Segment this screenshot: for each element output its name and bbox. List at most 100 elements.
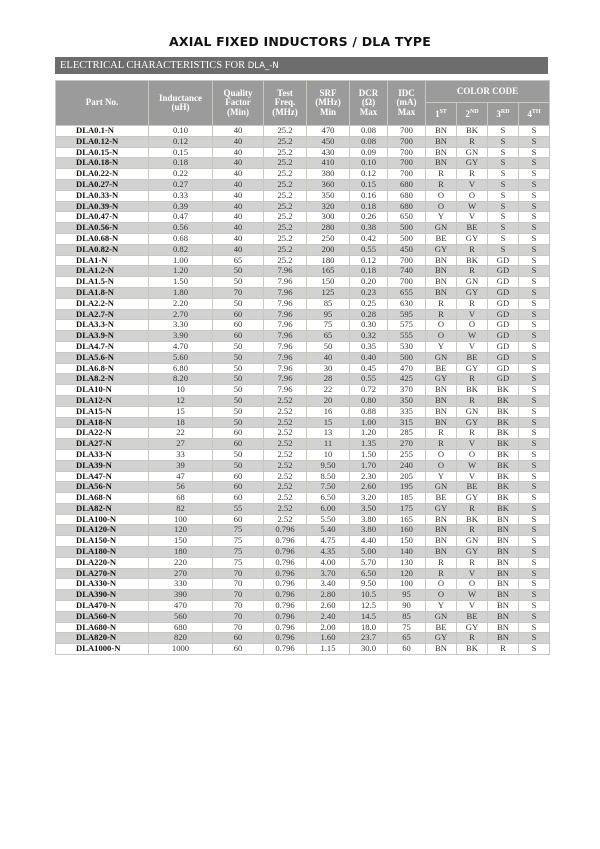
cell-quality-factor: 60: [213, 471, 263, 482]
cell-quality-factor: 75: [213, 546, 263, 557]
cell-band-3: BN: [488, 568, 518, 579]
cell-inductance: 1000: [149, 643, 212, 655]
cell-dcr: 0.08: [350, 125, 387, 136]
cell-band-2: V: [457, 341, 487, 352]
cell-idc: 285: [388, 428, 425, 439]
header-srf: SRF (MHz) Min: [307, 81, 349, 125]
cell-inductance: 270: [149, 568, 212, 579]
cell-band-2: GY: [457, 492, 487, 503]
cell-band-2: GN: [457, 147, 487, 158]
cell-part-no: DLA3.9-N: [56, 330, 148, 341]
cell-srf: 200: [307, 244, 349, 255]
cell-srf: 360: [307, 179, 349, 190]
cell-band-3: BN: [488, 611, 518, 622]
cell-quality-factor: 40: [213, 179, 263, 190]
cell-band-4: S: [519, 535, 550, 547]
cell-test-freq: 2.52: [264, 471, 306, 482]
table-row: DLA1.2-N 1.20 50 7.96 165 0.18 740 BN R GD S: [56, 266, 550, 277]
cell-quality-factor: 40: [213, 158, 263, 169]
cell-idc: 130: [388, 557, 425, 568]
cell-part-no: DLA270-N: [56, 568, 148, 579]
table-row: DLA82-N 82 55 2.52 6.00 3.50 175 GY R BK S: [56, 503, 550, 514]
cell-dcr: 14.5: [350, 611, 387, 622]
cell-quality-factor: 40: [213, 244, 263, 255]
cell-dcr: 5.70: [350, 557, 387, 568]
cell-part-no: DLA0.82-N: [56, 244, 148, 255]
cell-band-3: BN: [488, 535, 518, 547]
cell-inductance: 33: [149, 449, 212, 460]
cell-dcr: 23.7: [350, 633, 387, 644]
cell-inductance: 120: [149, 525, 212, 536]
cell-quality-factor: 60: [213, 330, 263, 341]
cell-quality-factor: 40: [213, 136, 263, 147]
cell-band-2: R: [457, 168, 487, 179]
cell-dcr: 10.5: [350, 589, 387, 601]
cell-band-3: BN: [488, 546, 518, 557]
cell-band-4: S: [519, 190, 550, 201]
cell-quality-factor: 50: [213, 460, 263, 471]
table-body: DLA0.1-N 0.10 40 25.2 470 0.08 700 BN BK S S DLA0.1…: [56, 125, 550, 655]
cell-part-no: DLA33-N: [56, 449, 148, 460]
cell-test-freq: 2.52: [264, 503, 306, 514]
cell-dcr: 0.16: [350, 190, 387, 201]
cell-test-freq: 25.2: [264, 136, 306, 147]
cell-band-4: S: [519, 417, 550, 428]
cell-dcr: 0.55: [350, 244, 387, 255]
cell-srf: 6.50: [307, 492, 349, 503]
header-band-3: 3RD: [488, 103, 518, 125]
cell-srf: 8.50: [307, 471, 349, 482]
cell-quality-factor: 50: [213, 449, 263, 460]
table-row: DLA0.68-N 0.68 40 25.2 250 0.42 500 BE GY S S: [56, 233, 550, 244]
cell-test-freq: 7.96: [264, 330, 306, 341]
cell-dcr: 0.80: [350, 395, 387, 406]
cell-band-1: BN: [426, 147, 456, 158]
cell-band-4: S: [519, 309, 550, 320]
cell-inductance: 100: [149, 514, 212, 525]
cell-band-1: BE: [426, 492, 456, 503]
cell-band-3: GD: [488, 363, 518, 374]
cell-quality-factor: 60: [213, 309, 263, 320]
cell-band-2: V: [457, 309, 487, 320]
cell-band-4: S: [519, 352, 550, 363]
cell-dcr: 5.00: [350, 546, 387, 557]
header-part-no: Part No.: [56, 81, 148, 125]
cell-band-3: BN: [488, 514, 518, 525]
cell-band-2: BE: [457, 222, 487, 233]
cell-srf: 6.00: [307, 503, 349, 514]
cell-band-1: GY: [426, 374, 456, 385]
cell-dcr: 1.20: [350, 428, 387, 439]
cell-srf: 7.50: [307, 481, 349, 493]
cell-inductance: 39: [149, 460, 212, 471]
cell-band-2: R: [457, 136, 487, 147]
cell-srf: 40: [307, 352, 349, 363]
cell-band-1: R: [426, 568, 456, 579]
cell-band-3: S: [488, 158, 518, 169]
cell-band-4: S: [519, 287, 550, 298]
cell-part-no: DLA15-N: [56, 406, 148, 417]
cell-band-1: GN: [426, 352, 456, 363]
cell-srf: 95: [307, 309, 349, 320]
cell-srf: 10: [307, 449, 349, 460]
cell-inductance: 27: [149, 438, 212, 449]
cell-band-4: S: [519, 579, 550, 590]
cell-idc: 700: [388, 255, 425, 266]
cell-srf: 9.50: [307, 460, 349, 471]
cell-inductance: 4.70: [149, 341, 212, 352]
cell-inductance: 820: [149, 633, 212, 644]
cell-part-no: DLA0.27-N: [56, 179, 148, 190]
cell-quality-factor: 40: [213, 233, 263, 244]
cell-idc: 500: [388, 352, 425, 363]
cell-test-freq: 0.796: [264, 579, 306, 590]
cell-band-4: S: [519, 147, 550, 158]
table-row: DLA8.2-N 8.20 50 7.96 28 0.55 425 GY R GD S: [56, 374, 550, 385]
cell-quality-factor: 70: [213, 287, 263, 298]
cell-band-4: S: [519, 136, 550, 147]
cell-idc: 75: [388, 622, 425, 633]
cell-inductance: 390: [149, 589, 212, 601]
cell-dcr: 0.12: [350, 168, 387, 179]
cell-band-4: S: [519, 428, 550, 439]
cell-band-4: S: [519, 492, 550, 503]
cell-band-4: S: [519, 622, 550, 633]
cell-quality-factor: 75: [213, 535, 263, 547]
cell-inductance: 1.50: [149, 276, 212, 287]
